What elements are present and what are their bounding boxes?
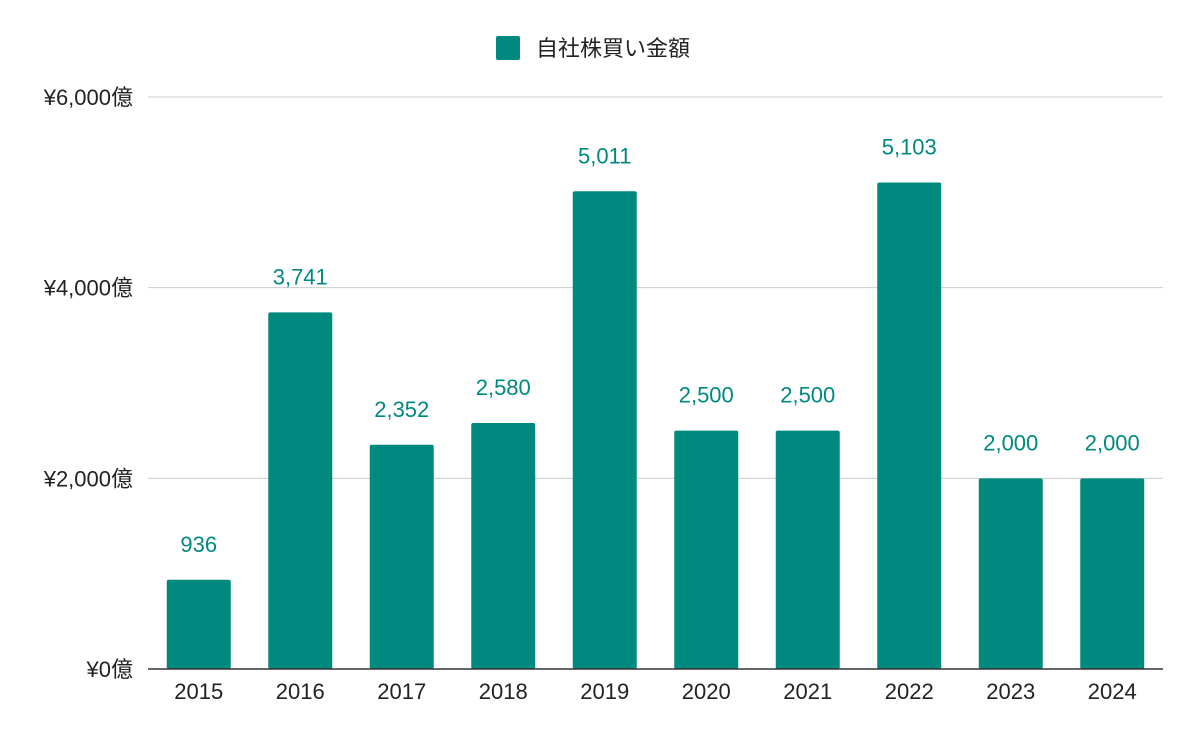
bar-2018 [471, 423, 536, 669]
x-tick-label-2017: 2017 [377, 679, 426, 704]
x-axis-tick-labels: 2015 2016 2017 2018 2019 2020 2021 2022 2023 2024 [174, 679, 1136, 704]
x-tick-label-2023: 2023 [986, 679, 1035, 704]
data-label-2021: 2,500 [780, 383, 835, 408]
data-label-2019: 5,011 [578, 143, 631, 168]
data-label-2023: 2,000 [983, 430, 1038, 455]
bar-2020 [674, 430, 739, 669]
x-tick-label-2022: 2022 [885, 679, 934, 704]
x-tick-label-2024: 2024 [1088, 679, 1137, 704]
y-tick-label: ¥4,000億 [43, 276, 133, 301]
data-label-2024: 2,000 [1085, 430, 1140, 455]
bar-2023 [978, 478, 1043, 669]
y-tick-label: ¥6,000億 [43, 85, 133, 110]
legend-label: 自社株買い金額 [536, 36, 690, 61]
data-label-2022: 5,103 [882, 135, 937, 160]
bar-2019 [572, 191, 637, 669]
legend: 自社株買い金額 [496, 36, 690, 61]
x-tick-label-2020: 2020 [682, 679, 731, 704]
bar-2016 [268, 312, 333, 669]
data-label-2015: 936 [180, 532, 217, 557]
bars [166, 182, 1145, 670]
bar-2022 [877, 182, 942, 670]
data-label-2017: 2,352 [374, 397, 429, 422]
legend-swatch [496, 36, 520, 60]
x-tick-label-2015: 2015 [174, 679, 223, 704]
data-label-2016: 3,741 [273, 264, 328, 289]
x-tick-label-2018: 2018 [479, 679, 528, 704]
bar-2021 [775, 430, 840, 669]
bar-2017 [369, 444, 434, 669]
x-tick-label-2016: 2016 [276, 679, 325, 704]
bar-2024 [1080, 478, 1145, 669]
y-tick-label: ¥2,000億 [43, 466, 133, 491]
x-tick-label-2021: 2021 [783, 679, 832, 704]
data-labels: 936 3,741 2,352 2,580 5,011 2,500 2,500 5,103 2,… [180, 135, 1139, 557]
data-label-2018: 2,580 [476, 375, 531, 400]
data-label-2020: 2,500 [679, 383, 734, 408]
y-tick-label: ¥0億 [86, 657, 133, 682]
x-tick-label-2019: 2019 [580, 679, 629, 704]
y-axis-tick-labels: ¥0億 ¥2,000億 ¥4,000億 ¥6,000億 [43, 85, 133, 682]
bar-2015 [166, 579, 231, 669]
